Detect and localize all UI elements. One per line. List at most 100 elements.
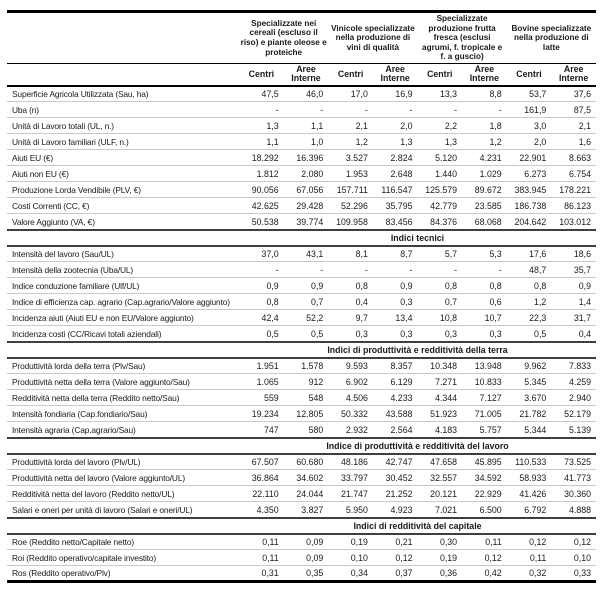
value-cell: 3.827: [283, 501, 329, 519]
value-cell: 23.585: [462, 197, 507, 215]
value-cell: 73.525: [551, 453, 596, 471]
value-cell: 5,3: [462, 245, 507, 263]
value-cell: 6.792: [506, 501, 552, 519]
value-cell: 12.805: [283, 405, 329, 423]
value-cell: 103.012: [551, 213, 596, 231]
value-cell: 84.376: [417, 213, 463, 231]
value-cell: 9.962: [506, 357, 552, 375]
section-title: Indice di produttività e redditività del…: [7, 436, 596, 455]
row-label: Roe (Reddito netto/Capitale netto): [7, 533, 240, 551]
value-cell: 2.564: [372, 421, 418, 439]
section-header-row: Indici di produttività e redditività del…: [7, 340, 596, 359]
value-cell: 67.507: [239, 453, 284, 471]
value-cell: 46,0: [283, 85, 329, 103]
value-cell: 0,7: [417, 293, 463, 311]
value-cell: 0,9: [551, 277, 596, 295]
table-row: Aiuti non EU (€) 1.812 2.080 1.953 2.648 1.44…: [7, 165, 596, 183]
value-cell: 0,11: [506, 549, 552, 567]
section-header-row: Indici di redditività del capitale: [7, 516, 596, 535]
value-cell: 2.824: [372, 149, 418, 167]
row-label: Produzione Lorda Vendibile (PLV, €): [7, 181, 240, 199]
value-cell: 5.950: [328, 501, 373, 519]
value-cell: 0,35: [283, 565, 329, 584]
column-group-header: Specializzate produzione frutta fresca (…: [417, 10, 507, 64]
value-cell: 34.592: [462, 469, 507, 487]
value-cell: 34.602: [283, 469, 329, 487]
value-cell: 0,11: [462, 533, 507, 551]
value-cell: 22.110: [239, 485, 284, 503]
value-cell: 13,3: [417, 85, 463, 103]
value-cell: 116.547: [372, 181, 418, 199]
table-row: Roi (Reddito operativo/capitale investit…: [7, 549, 596, 567]
table-row: Redditività netta della terra (Reddito n…: [7, 389, 596, 407]
corner-cell: [7, 10, 240, 64]
value-cell: 1,4: [551, 293, 596, 311]
value-cell: 39.774: [283, 213, 329, 231]
value-cell: 2,0: [506, 133, 552, 151]
row-label: Intensità fondiaria (Cap.fondiario/Sau): [7, 405, 240, 423]
value-cell: 161,9: [506, 101, 552, 119]
value-cell: 8.663: [551, 149, 596, 167]
value-cell: 548: [283, 389, 329, 407]
value-cell: 35,7: [551, 261, 596, 279]
value-cell: 0,34: [328, 565, 373, 584]
value-cell: 0,4: [551, 325, 596, 343]
value-cell: 125.579: [417, 181, 463, 199]
table-row: Incidenza costi (CC/Ricavi totali aziend…: [7, 325, 596, 343]
value-cell: 1,2: [506, 293, 552, 311]
value-cell: 0,31: [239, 565, 284, 584]
value-cell: 5.120: [417, 149, 463, 167]
table-row: Produttività lorda della terra (Plv/Sau)…: [7, 357, 596, 375]
value-cell: 0,3: [417, 325, 463, 343]
value-cell: 8,8: [462, 85, 507, 103]
value-cell: -: [328, 261, 373, 279]
value-cell: 71.005: [462, 405, 507, 423]
value-cell: 4.233: [372, 389, 418, 407]
value-cell: 10.348: [417, 357, 463, 375]
value-cell: -: [417, 261, 463, 279]
value-cell: -: [372, 101, 418, 119]
value-cell: 0,11: [239, 533, 284, 551]
value-cell: 1,2: [462, 133, 507, 151]
value-cell: 2.940: [551, 389, 596, 407]
row-label: Unità di Lavoro familiari (ULF, n.): [7, 133, 240, 151]
value-cell: 0,33: [551, 565, 596, 584]
row-label: Superficie Agricola Utilizzata (Sau, ha): [7, 85, 240, 103]
value-cell: 2.080: [283, 165, 329, 183]
value-cell: 32.557: [417, 469, 463, 487]
value-cell: 8.357: [372, 357, 418, 375]
table-row: Costi Correnti (CC, €) 42.625 29.428 52.296…: [7, 197, 596, 215]
value-cell: -: [283, 261, 329, 279]
value-cell: 747: [239, 421, 284, 439]
table-row: Superficie Agricola Utilizzata (Sau, ha)…: [7, 85, 596, 103]
value-cell: 0,9: [283, 277, 329, 295]
value-cell: 37,0: [239, 245, 284, 263]
row-label: Produttività netta del lavoro (Valore ag…: [7, 469, 240, 487]
row-label: Intensità della zootecnia (Uba/UL): [7, 261, 240, 279]
value-cell: 4.231: [462, 149, 507, 167]
value-cell: 559: [239, 389, 284, 407]
value-cell: 1.440: [417, 165, 463, 183]
subheader-centri: Centri: [417, 63, 463, 87]
value-cell: 0,12: [372, 549, 418, 567]
table-row: Produzione Lorda Vendibile (PLV, €) 90.05…: [7, 181, 596, 199]
subheader-centri: Centri: [328, 63, 373, 87]
value-cell: 52.179: [551, 405, 596, 423]
value-cell: 0,19: [328, 533, 373, 551]
value-cell: 18.292: [239, 149, 284, 167]
value-cell: 10,8: [417, 309, 463, 327]
value-cell: 48,7: [506, 261, 552, 279]
value-cell: 7.271: [417, 373, 463, 391]
value-cell: 5,7: [417, 245, 463, 263]
value-cell: 53,7: [506, 85, 552, 103]
value-cell: 0,09: [283, 549, 329, 567]
value-cell: 4.183: [417, 421, 463, 439]
value-cell: 1,3: [239, 117, 284, 135]
value-cell: 2,1: [328, 117, 373, 135]
value-cell: 0,3: [372, 325, 418, 343]
value-cell: 90.056: [239, 181, 284, 199]
value-cell: 33.797: [328, 469, 373, 487]
value-cell: 42.779: [417, 197, 463, 215]
table-header: Specializzate nei cereali (escluso il ri…: [7, 10, 596, 87]
value-cell: 0,8: [506, 277, 552, 295]
